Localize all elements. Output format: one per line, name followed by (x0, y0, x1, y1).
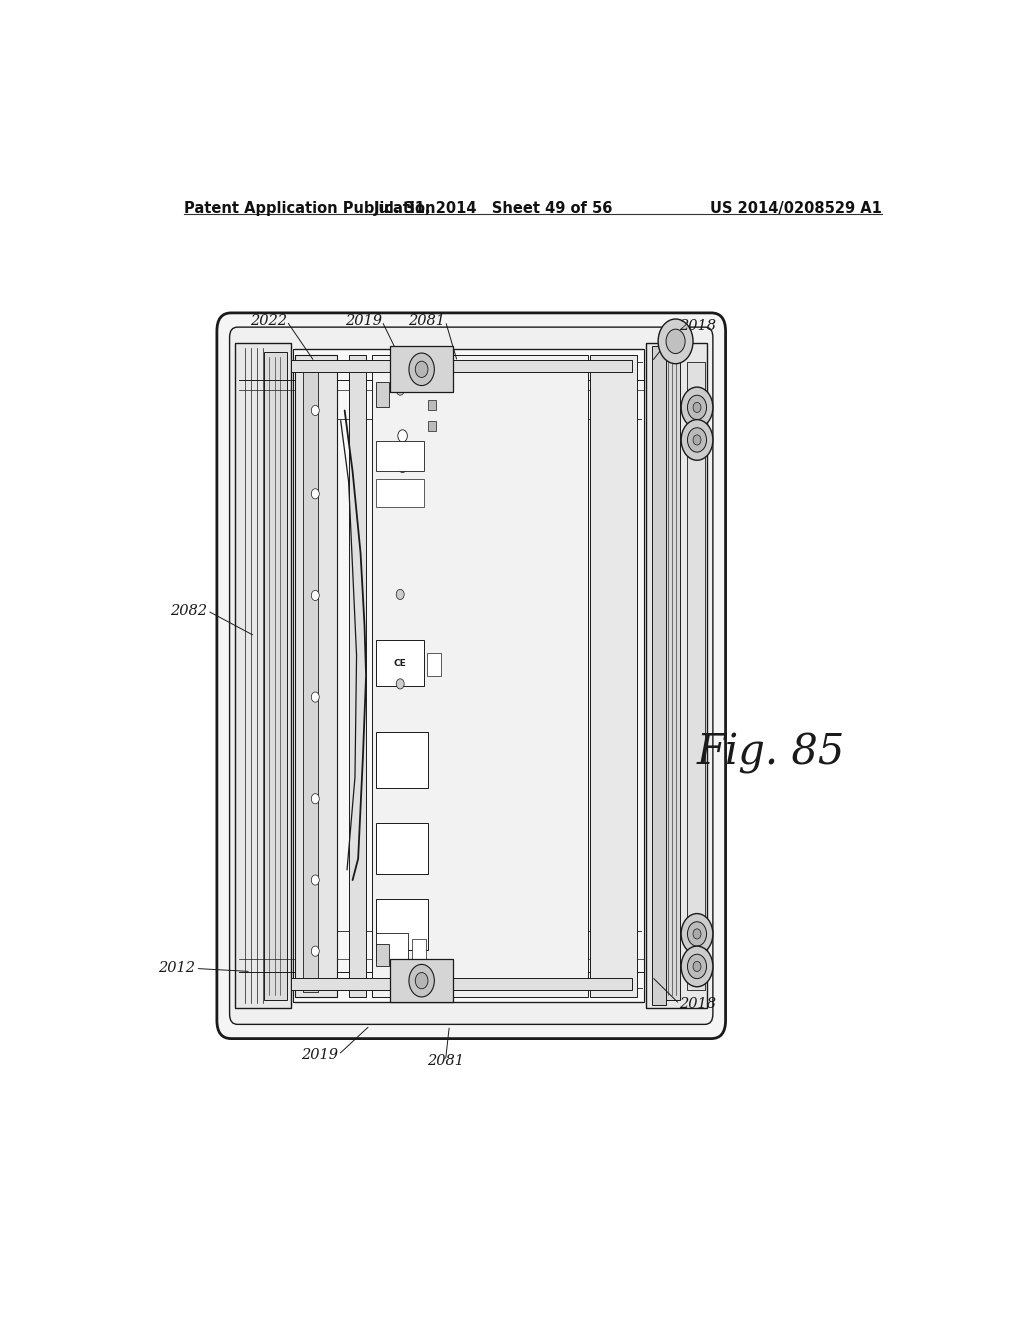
Circle shape (693, 929, 701, 939)
Text: Patent Application Publication: Patent Application Publication (183, 201, 435, 216)
Circle shape (311, 590, 319, 601)
Bar (377, 479, 424, 507)
Bar (666, 351, 680, 1001)
Bar (377, 944, 389, 966)
Circle shape (311, 488, 319, 499)
Bar (390, 960, 454, 1002)
Text: 2081: 2081 (409, 314, 445, 329)
Bar (348, 355, 367, 997)
Bar (427, 653, 441, 676)
Circle shape (681, 387, 713, 428)
Text: 2018: 2018 (680, 997, 717, 1011)
Circle shape (693, 961, 701, 972)
Bar (291, 359, 632, 372)
Bar (377, 824, 428, 874)
Text: CE: CE (394, 659, 407, 668)
Text: 2018: 2018 (680, 319, 717, 333)
Bar (236, 343, 291, 1008)
Text: Jul. 31, 2014   Sheet 49 of 56: Jul. 31, 2014 Sheet 49 of 56 (374, 201, 612, 216)
Bar (412, 939, 426, 961)
Circle shape (687, 428, 707, 453)
Circle shape (409, 965, 434, 997)
Circle shape (396, 589, 404, 599)
Circle shape (681, 420, 713, 461)
Circle shape (311, 692, 319, 702)
Bar (428, 421, 436, 430)
Circle shape (658, 319, 693, 364)
Text: 2012: 2012 (159, 961, 196, 975)
Bar (390, 346, 454, 392)
Circle shape (398, 461, 408, 473)
Bar (295, 355, 337, 997)
Text: 2082: 2082 (170, 603, 207, 618)
Circle shape (681, 913, 713, 954)
Circle shape (416, 973, 428, 989)
Bar (646, 343, 708, 1008)
Bar (303, 359, 318, 991)
Circle shape (687, 921, 707, 946)
Bar (377, 933, 409, 961)
Circle shape (666, 329, 685, 354)
Bar (377, 640, 424, 686)
Circle shape (311, 793, 319, 804)
Circle shape (409, 352, 434, 385)
Text: Fig. 85: Fig. 85 (696, 733, 845, 774)
Bar (291, 978, 632, 990)
Text: 2081: 2081 (427, 1053, 464, 1068)
Circle shape (687, 395, 707, 420)
Bar (687, 362, 705, 990)
Circle shape (693, 434, 701, 445)
Circle shape (311, 405, 319, 416)
Circle shape (687, 954, 707, 978)
FancyBboxPatch shape (217, 313, 726, 1039)
Text: 2019: 2019 (345, 314, 382, 329)
Circle shape (416, 362, 428, 378)
FancyBboxPatch shape (229, 327, 713, 1024)
Circle shape (693, 403, 701, 413)
Bar (428, 400, 436, 411)
Bar (377, 731, 428, 788)
Bar (373, 355, 588, 997)
Text: US 2014/0208529 A1: US 2014/0208529 A1 (710, 201, 882, 216)
Circle shape (398, 430, 408, 442)
Circle shape (681, 946, 713, 987)
Bar (264, 351, 287, 1001)
Bar (377, 381, 389, 408)
Bar (652, 346, 666, 1005)
Circle shape (396, 678, 404, 689)
Circle shape (311, 875, 319, 886)
Bar (293, 350, 644, 1002)
Bar (590, 355, 638, 997)
Bar (377, 899, 428, 950)
Circle shape (396, 961, 404, 972)
Circle shape (311, 946, 319, 956)
Circle shape (396, 385, 404, 395)
Text: 2019: 2019 (301, 1048, 338, 1061)
Text: 2022: 2022 (250, 314, 287, 329)
Bar (377, 441, 424, 471)
